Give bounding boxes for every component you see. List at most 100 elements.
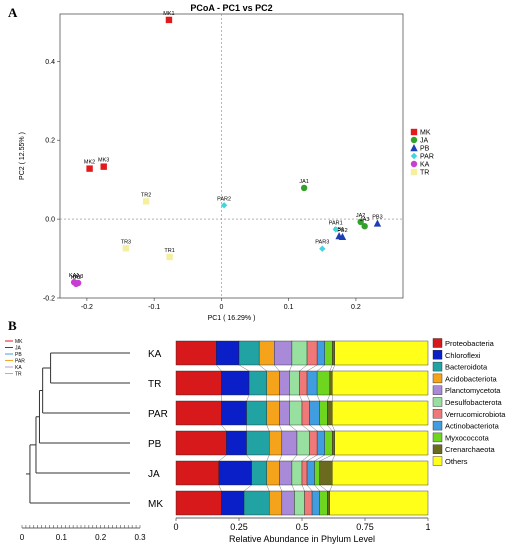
- bar-segment-ja-bacteroidota: [251, 460, 267, 486]
- bar-connector-line: [301, 454, 310, 462]
- bar-connector-line: [332, 424, 335, 432]
- panel-b-letter: B: [8, 318, 17, 333]
- dendro-legend-label: PB: [15, 352, 22, 358]
- pcoa-point-label: KA2: [71, 275, 81, 281]
- bar-connector-line: [301, 484, 305, 492]
- pcoa-point-label: JA2: [356, 213, 365, 219]
- bar-connector-line: [306, 364, 318, 372]
- bar-segment-mk-others: [329, 490, 429, 516]
- pcoa-x-tick-label: -0.2: [81, 304, 93, 311]
- pcoa-point-label: TR2: [141, 192, 151, 198]
- bar-segment-ja-crenarchaeota: [319, 460, 333, 486]
- bar-connector-line: [299, 364, 308, 372]
- pcoa-legend-marker-par: [410, 152, 418, 160]
- dendro-scale-tick-label: 0.3: [134, 533, 146, 542]
- pcoa-y-tick-label: 0.2: [45, 138, 55, 145]
- bar-x-tick-label: 0.5: [296, 522, 309, 532]
- pcoa-chart: PCoA - PC1 vs PC2 -0.2 -0.1 0 0.1 0.2 -0.2 0.0 0…: [19, 3, 434, 322]
- pcoa-legend-marker-tr: [410, 168, 418, 176]
- bar-connector-line: [329, 484, 333, 492]
- bar-connector-line: [314, 484, 320, 492]
- pcoa-point-tr2: [142, 198, 150, 205]
- bar-segment-tr-planctomycetota: [279, 370, 290, 396]
- bar-segment-par-verrucomicrobiota: [301, 400, 310, 426]
- pcoa-point-pb2: [338, 232, 347, 241]
- bar-segment-ja-desulfobacterota: [291, 460, 303, 486]
- dendro-scale-tick-label: 0.2: [95, 533, 107, 542]
- pcoa-legend-marker-pb: [410, 144, 418, 152]
- pcoa-point-pb3: [373, 219, 382, 227]
- pcoa-legend-label: KA: [420, 162, 430, 169]
- pcoa-point-label: TR1: [164, 248, 174, 254]
- pcoa-point-label: KA1: [69, 273, 79, 279]
- bar-segment-mk-proteobacteria: [175, 490, 222, 516]
- bar-connector-line: [306, 394, 310, 402]
- pcoa-point-mk3: [100, 163, 107, 170]
- pcoa-legend-marker-ja: [410, 136, 418, 144]
- pcoa-x-tick-label: 0.1: [284, 304, 294, 311]
- pcoa-point-ka3: [74, 279, 82, 287]
- bar-segment-ja-planctomycetota: [279, 460, 293, 486]
- stacked-bar-chart: 0 0.25 0.5 0.75 1 Relative Abundance in Phylu…: [173, 338, 506, 544]
- bar-segment-par-others: [332, 400, 429, 426]
- bar-connector-line: [221, 424, 227, 432]
- bar-connector-line: [238, 364, 250, 372]
- dendro-scale-tick-label: 0.1: [56, 533, 68, 542]
- dendro-leaf-label-par: PAR: [148, 409, 168, 420]
- bar-segment-pb-planctomycetota: [281, 430, 298, 456]
- bar-segment-ja-chloroflexi: [218, 460, 252, 486]
- pcoa-x-tick-label: 0: [219, 304, 223, 311]
- dendro-legend-label: JA: [15, 346, 22, 352]
- pcoa-point-ja2: [357, 218, 364, 226]
- bar-connector-line: [309, 424, 318, 432]
- pcoa-point-label: MK3: [98, 158, 109, 164]
- pcoa-legend-marker-mk: [410, 128, 418, 136]
- bar-segment-tr-actinobacteriota: [306, 370, 318, 396]
- bar-legend-label: Proteobacteria: [445, 339, 495, 348]
- bar-segment-mk-chloroflexi: [221, 490, 245, 516]
- bar-connector-line: [289, 424, 298, 432]
- bar-segment-ka-acidobacteriota: [258, 340, 275, 366]
- bar-connector-line: [291, 454, 298, 462]
- bar-segment-tr-acidobacteriota: [266, 370, 280, 396]
- pcoa-point-par2: [220, 202, 228, 209]
- bar-connector-line: [243, 484, 252, 492]
- bar-legend-label: Actinobacteriota: [445, 422, 500, 431]
- bar-legend-label: Others: [445, 457, 468, 466]
- bar-connector-line: [319, 484, 328, 492]
- pcoa-legend-label: MK: [420, 130, 431, 137]
- pcoa-point-label: TR3: [121, 239, 131, 245]
- bar-legend-label: Planctomycetota: [445, 386, 501, 395]
- dendro-legend-label: PAR: [15, 359, 25, 365]
- bar-x-tick-label: 0.75: [356, 522, 374, 532]
- bar-segment-ja-proteobacteria: [175, 460, 220, 486]
- bar-connector-line: [316, 394, 320, 402]
- bar-connector-line: [327, 394, 330, 402]
- bar-segment-tr-crenarchaeota: [329, 370, 333, 396]
- bar-legend-label: Verrucomicrobiota: [445, 410, 506, 419]
- bar-legend-swatch-chloroflexi: [432, 350, 443, 360]
- bar-segment-par-acidobacteriota: [266, 400, 280, 426]
- pcoa-plot-frame: [59, 13, 404, 299]
- bar-legend-label: Chloroflexi: [445, 351, 481, 360]
- pcoa-legend-label: TR: [420, 170, 429, 177]
- bar-segment-mk-verrucomicrobiota: [304, 490, 313, 516]
- pcoa-y-tick-label: 0.0: [45, 217, 55, 224]
- bar-segment-mk-acidobacteriota: [269, 490, 283, 516]
- pcoa-point-label: PB2: [337, 228, 347, 234]
- bar-segment-pb-actinobacteriota: [316, 430, 325, 456]
- pcoa-x-tick-label: -0.1: [148, 304, 160, 311]
- bar-segment-ka-desulfobacterota: [291, 340, 308, 366]
- bar-segment-ka-bacteroidota: [238, 340, 260, 366]
- bar-segment-par-proteobacteria: [175, 400, 222, 426]
- bar-legend-label: Desulfobacterota: [445, 398, 503, 407]
- pcoa-point-par1: [332, 226, 339, 233]
- bar-legend-label: Acidobacteriota: [445, 374, 498, 383]
- pcoa-legend-label: PAR: [420, 154, 434, 161]
- bar-segment-pb-myxococcota: [324, 430, 333, 456]
- dendro-leaf-label-pb: PB: [148, 439, 162, 450]
- bar-segment-mk-bacteroidota: [243, 490, 270, 516]
- pcoa-title: PCoA - PC1 vs PC2: [190, 3, 272, 13]
- dendro-legend-label: KA: [15, 365, 22, 371]
